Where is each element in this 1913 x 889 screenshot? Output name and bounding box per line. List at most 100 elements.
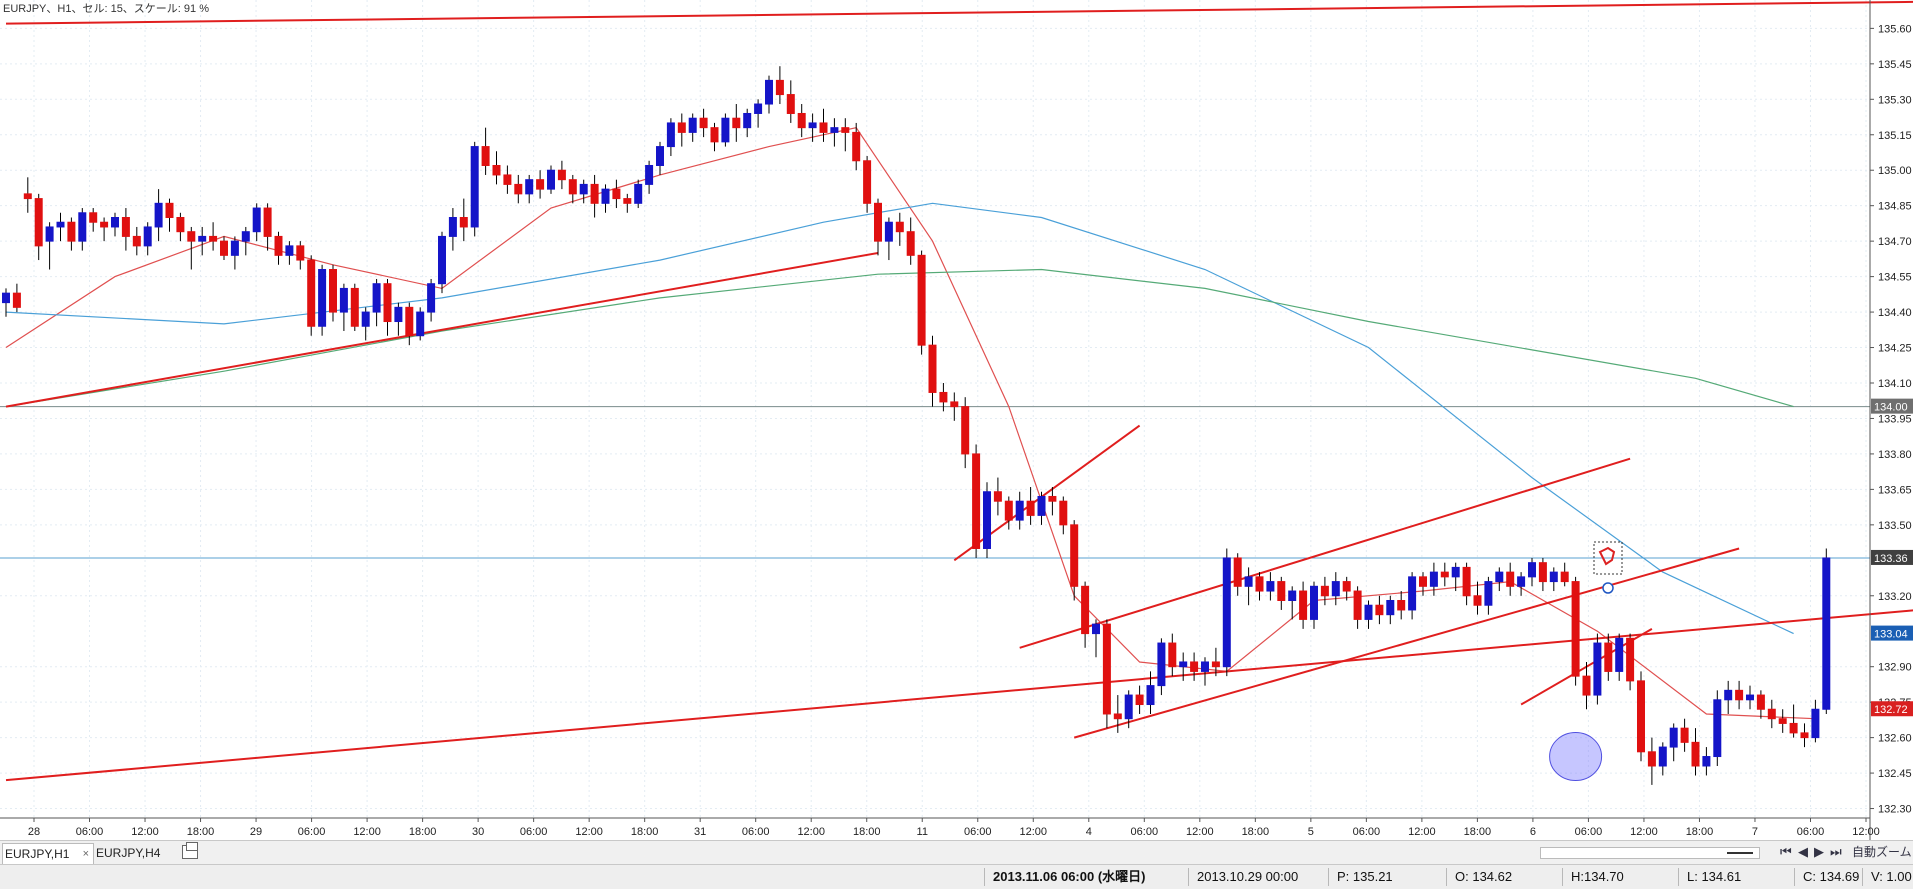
x-tick-label: 06:00 <box>520 826 548 838</box>
candle-body <box>1015 500 1024 521</box>
candle-body <box>394 306 403 323</box>
x-tick-label: 18:00 <box>187 826 215 838</box>
candle-body <box>198 235 207 242</box>
candle-body <box>961 406 970 455</box>
y-tick-label: 133.65 <box>1878 484 1912 496</box>
candle-body <box>1233 557 1242 587</box>
prev-icon[interactable]: ◀ <box>1798 844 1808 859</box>
y-tick-label: 132.45 <box>1878 768 1912 780</box>
candle-body <box>677 122 686 133</box>
candle-body <box>1113 713 1122 720</box>
candle-body <box>928 344 937 393</box>
candle-body <box>220 240 228 256</box>
price-chart[interactable]: 135.60 135.45 135.30 135.15 135.00 134.85 134.… <box>0 0 1913 840</box>
candle-body <box>623 198 632 204</box>
first-page-icon[interactable]: ⏮ <box>1780 844 1792 859</box>
candle-body <box>1495 571 1504 583</box>
trendline <box>1073 547 1740 739</box>
candle-body <box>1767 708 1776 720</box>
y-tick-label: 133.50 <box>1878 520 1912 532</box>
candle-body <box>1680 727 1689 743</box>
candle-body <box>765 79 773 105</box>
candle-body <box>143 226 152 247</box>
horizontal-scrollbar[interactable] <box>1540 847 1760 859</box>
candle-body <box>732 117 741 129</box>
candle-body <box>1604 642 1613 672</box>
close-icon[interactable]: × <box>82 848 89 860</box>
candle-body <box>1756 694 1765 710</box>
candle-body <box>187 231 196 242</box>
order-point-icon[interactable] <box>1602 582 1614 594</box>
candle-body <box>154 202 163 228</box>
candle-body <box>318 269 327 327</box>
new-window-icon[interactable] <box>182 842 198 859</box>
y-tick-label: 135.60 <box>1878 23 1912 35</box>
candle-body <box>1146 685 1155 706</box>
candle-body <box>1746 694 1754 701</box>
candle-body <box>427 283 436 313</box>
candle-body <box>710 127 719 143</box>
candle-body <box>34 198 43 247</box>
trade-widget[interactable] <box>1593 541 1623 594</box>
candle-body <box>45 226 54 242</box>
y-axis: 135.60 135.45 135.30 135.15 135.00 134.85 134.… <box>1869 0 1912 840</box>
candle-body <box>1004 500 1013 521</box>
x-tick-label: 18:00 <box>853 826 881 838</box>
candle-body <box>12 292 21 308</box>
trade-widget-frame[interactable] <box>1593 541 1623 575</box>
x-tick-label: 31 <box>694 826 706 838</box>
x-tick-label: 12:00 <box>1408 826 1436 838</box>
y-tick-label: 134.10 <box>1878 378 1912 390</box>
status-open: O: 134.62 <box>1446 868 1562 886</box>
y-tick-label: 135.30 <box>1878 94 1912 106</box>
y-tick-label: 134.55 <box>1878 272 1912 284</box>
candle-body <box>329 269 337 313</box>
candle-body <box>906 231 915 256</box>
chart-area[interactable]: 135.60 135.45 135.30 135.15 135.00 134.85 134.… <box>0 0 1913 840</box>
scroll-thumb[interactable] <box>1727 852 1753 854</box>
tab-eurjpy-h1[interactable]: EURJPY,H1 × <box>2 843 94 864</box>
price-label: 133.36 <box>1874 553 1908 565</box>
x-tick-label: 12:00 <box>353 826 381 838</box>
candle-body <box>1408 576 1417 611</box>
candle-body <box>23 193 32 200</box>
candle-body <box>1429 571 1438 587</box>
candle-body <box>786 94 795 114</box>
candle-body <box>895 221 904 233</box>
y-tick-label: 135.45 <box>1878 59 1912 71</box>
candle-body <box>557 169 566 181</box>
chart-tab-bar: EURJPY,H1 × EURJPY,H4 ⏮ ◀ ▶ ⏭ 自動ズーム <box>0 840 1913 864</box>
candle-body <box>1593 642 1602 696</box>
candle-body <box>634 183 643 204</box>
auto-zoom-button[interactable]: 自動ズーム <box>1852 845 1912 859</box>
candle-body <box>1386 599 1395 616</box>
price-label-bg <box>1871 398 1913 414</box>
status-bar: 2013.11.06 06:00 (水曜日) 2013.10.29 00:00 … <box>0 864 1913 889</box>
candle-body <box>132 235 141 247</box>
y-tick-label: 134.40 <box>1878 307 1912 319</box>
trendline <box>953 424 1141 562</box>
candle-body <box>1342 581 1351 592</box>
thumbs-down-icon[interactable] <box>1598 546 1616 566</box>
y-tick-label: 133.20 <box>1878 591 1912 603</box>
x-tick-label: 18:00 <box>409 826 437 838</box>
tab-eurjpy-h4[interactable]: EURJPY,H4 <box>94 843 164 863</box>
candle-body <box>819 122 828 133</box>
candle-body <box>1549 571 1558 583</box>
price-label-bg <box>1871 549 1913 565</box>
candle-body <box>1473 595 1482 606</box>
moving-average-line <box>5 202 1794 635</box>
candle-body <box>274 235 283 256</box>
candle-body <box>2 292 10 304</box>
candle-body <box>1484 581 1493 606</box>
candle-body <box>993 491 1002 502</box>
candle-body <box>1658 746 1667 767</box>
candle-body <box>1691 741 1700 767</box>
last-page-icon[interactable]: ⏭ <box>1830 844 1842 859</box>
candle-body <box>699 117 708 129</box>
candle-body <box>1571 581 1580 677</box>
next-icon[interactable]: ▶ <box>1814 844 1824 859</box>
price-label-bg <box>1871 625 1913 641</box>
candle-body <box>1353 590 1362 620</box>
candle-body <box>1582 675 1591 696</box>
